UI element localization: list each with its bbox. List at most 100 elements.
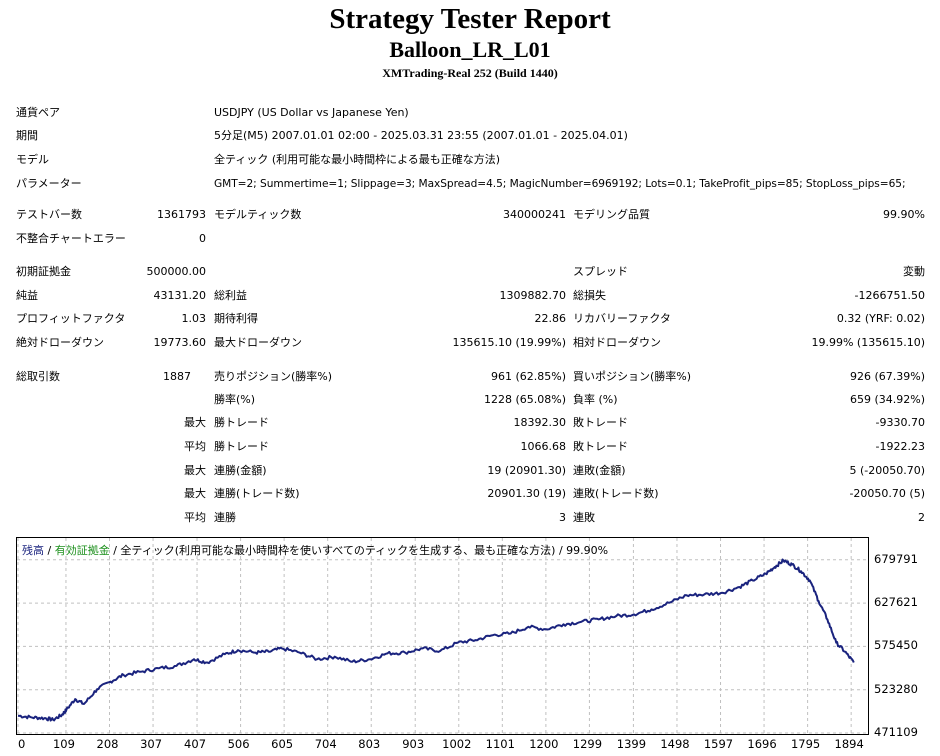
x-tick-label: 1002 [442, 737, 472, 751]
x-tick-label: 0 [18, 737, 26, 751]
x-tick-label: 1200 [529, 737, 559, 751]
gross-profit-label: 総利益 [214, 289, 247, 302]
average-loss-trade-label: 敗トレード [573, 440, 628, 453]
y-tick-label: 523280 [874, 681, 918, 696]
consecutive-wins-money-value: 19 (20901.30) [487, 464, 566, 477]
profit-trades-label: 勝率(%) [214, 393, 256, 406]
average-profit-trade-value: 1066.68 [520, 440, 567, 453]
x-tick-label: 903 [402, 737, 425, 751]
relative-drawdown-value: 19.99% (135615.10) [811, 336, 925, 349]
model-label: モデル [16, 153, 49, 166]
average-consecutive-wins-value: 3 [559, 511, 566, 524]
maximum-label: 最大 [184, 464, 206, 477]
pair-label: 通貨ペア [16, 106, 60, 119]
x-tick-label: 1101 [485, 737, 515, 751]
errors-label: 不整合チャートエラー [16, 232, 126, 245]
y-tick-label: 575450 [874, 638, 918, 653]
legend-separator: / [109, 544, 121, 557]
legend-model-info: 全ティック(利用可能な最小時間枠を使いすべてのティックを生成する、最も正確な方法… [120, 544, 609, 557]
recovery-factor-label: リカバリーファクタ [573, 312, 671, 325]
net-profit-label: 純益 [16, 289, 38, 302]
largest-loss-trade-value: -9330.70 [875, 416, 925, 429]
bars-value: 1361793 [157, 208, 206, 221]
x-tick-label: 208 [96, 737, 119, 751]
consecutive-losses-money-value: 5 (-20050.70) [849, 464, 925, 477]
x-tick-label: 506 [227, 737, 250, 751]
consecutive-wins-count-value: 20901.30 (19) [487, 487, 566, 500]
expected-payoff-value: 22.86 [534, 312, 567, 325]
x-tick-label: 1597 [703, 737, 734, 751]
period-value: 5分足(M5) 2007.01.01 02:00 - 2025.03.31 23… [214, 129, 628, 142]
params-label: パラメーター [16, 177, 82, 190]
x-tick-label: 1894 [834, 737, 864, 751]
average-consecutive-label: 平均 [184, 511, 206, 524]
spread-label: スプレッド [573, 265, 628, 278]
x-tick-label: 1399 [616, 737, 647, 751]
legend-balance: 残高 [22, 544, 44, 557]
x-tick-label: 605 [271, 737, 294, 751]
average-consecutive-losses-value: 2 [918, 511, 925, 524]
y-tick-label: 679791 [874, 551, 918, 566]
bars-label: テストバー数 [16, 208, 82, 221]
total-trades-label: 総取引数 [16, 370, 60, 383]
profit-trades-value: 1228 (65.08%) [483, 393, 566, 406]
expected-payoff-label: 期待利得 [214, 312, 258, 325]
pair-value: USDJPY (US Dollar vs Japanese Yen) [214, 106, 409, 119]
gross-loss-label: 総損失 [573, 289, 606, 302]
legend-equity: 有効証拠金 [54, 544, 110, 557]
balance-chart-plot [17, 538, 868, 734]
balance-chart: 残高 / 有効証拠金 / 全ティック(利用可能な最小時間枠を使いすべてのティック… [16, 537, 869, 735]
short-positions-value: 961 (62.85%) [490, 370, 566, 383]
maximal-label: 最大 [184, 487, 206, 500]
long-positions-value: 926 (67.39%) [849, 370, 925, 383]
largest-profit-trade-value: 18392.30 [513, 416, 567, 429]
relative-drawdown-label: 相対ドローダウン [573, 336, 661, 349]
absolute-drawdown-value: 19773.60 [153, 336, 207, 349]
x-tick-label: 1498 [660, 737, 690, 751]
absolute-drawdown-label: 絶対ドローダウン [16, 336, 104, 349]
loss-trades-value: 659 (34.92%) [849, 393, 925, 406]
y-tick-label: 627621 [874, 595, 918, 610]
spread-value: 変動 [903, 265, 925, 278]
maximal-drawdown-label: 最大ドローダウン [214, 336, 302, 349]
errors-value: 0 [199, 232, 206, 245]
gross-profit-value: 1309882.70 [499, 289, 566, 302]
consecutive-wins-money-label: 連勝(金額) [214, 464, 267, 477]
report-title: Strategy Tester Report [329, 3, 611, 35]
deposit-value: 500000.00 [146, 265, 207, 278]
x-tick-label: 704 [314, 737, 337, 751]
consecutive-losses-count-label: 連敗(トレード数) [573, 487, 659, 500]
average-loss-trade-value: -1922.23 [875, 440, 925, 453]
consecutive-wins-count-label: 連勝(トレード数) [214, 487, 300, 500]
profit-factor-value: 1.03 [181, 312, 207, 325]
model-value: 全ティック (利用可能な最小時間枠による最も正確な方法) [214, 153, 501, 166]
x-tick-label: 407 [184, 737, 207, 751]
gross-loss-value: -1266751.50 [854, 289, 925, 302]
average-profit-trade-label: 勝トレード [214, 440, 269, 453]
server-info: XMTrading-Real 252 (Build 1440) [382, 66, 558, 80]
x-tick-label: 307 [140, 737, 163, 751]
maximal-drawdown-value: 135615.10 (19.99%) [452, 336, 566, 349]
x-tick-label: 109 [52, 737, 75, 751]
loss-trades-label: 負率 (%) [573, 393, 618, 406]
total-trades-value: 1887 [163, 370, 191, 383]
x-tick-label: 803 [358, 737, 381, 751]
quality-label: モデリング品質 [573, 208, 650, 221]
consecutive-losses-count-value: -20050.70 (5) [849, 487, 925, 500]
x-tick-label: 1696 [747, 737, 777, 751]
average-label: 平均 [184, 440, 206, 453]
quality-value: 99.90% [883, 208, 925, 221]
average-consecutive-losses-label: 連敗 [573, 511, 595, 524]
legend-separator: / [44, 544, 55, 557]
profit-factor-label: プロフィットファクタ [16, 312, 126, 325]
largest-loss-trade-label: 敗トレード [573, 416, 628, 429]
ticks-value: 340000241 [503, 208, 566, 221]
x-tick-label: 1795 [790, 737, 821, 751]
params-value: GMT=2; Summertime=1; Slippage=3; MaxSpre… [214, 178, 906, 190]
deposit-label: 初期証拠金 [16, 265, 71, 278]
ea-name: Balloon_LR_L01 [389, 37, 551, 62]
consecutive-losses-money-label: 連敗(金額) [573, 464, 626, 477]
average-consecutive-wins-label: 連勝 [214, 511, 236, 524]
net-profit-value: 43131.20 [153, 289, 207, 302]
y-tick-label: 471109 [874, 725, 918, 739]
